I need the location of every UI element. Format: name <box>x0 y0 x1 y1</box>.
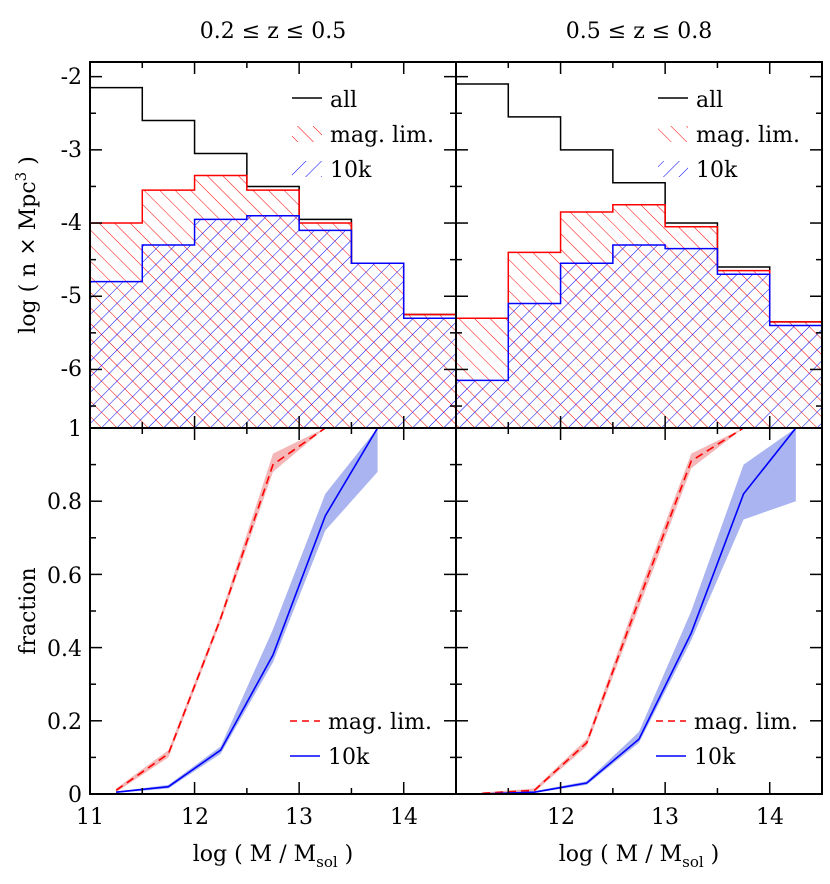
error-band-maglim <box>482 428 744 794</box>
x-axis-label-main: log ( M / M <box>559 842 682 867</box>
histogram-bar-10k <box>142 245 195 428</box>
histogram-bar-10k <box>612 245 666 428</box>
legend-swatch-10k <box>292 161 322 177</box>
xtick-label: 13 <box>651 805 679 830</box>
histogram-outline-10k <box>456 244 822 382</box>
fraction-line-maglim <box>482 428 744 794</box>
top-ytick-label: -2 <box>61 65 82 90</box>
histogram-bar-10k <box>560 263 613 428</box>
histogram-bar-10k <box>665 248 718 428</box>
top-ytick-label: -6 <box>61 357 82 382</box>
bottom-ytick-label: 0.4 <box>47 637 82 662</box>
histogram-panel-right <box>456 83 822 428</box>
x-axis-label-main: log ( M / M <box>193 842 316 867</box>
legend-label-10k: 10k <box>330 158 372 183</box>
error-band-maglim <box>116 428 326 793</box>
x-axis-label-end: ) <box>704 842 720 867</box>
top-ytick-label: -4 <box>61 211 82 236</box>
histogram-bar-10k <box>456 380 509 428</box>
histogram-bar-10k <box>246 215 300 428</box>
bottom-ytick-label: 0.6 <box>47 564 82 589</box>
xtick-label: 13 <box>285 805 313 830</box>
top-y-axis-label-sup: 3 <box>12 172 30 182</box>
xtick-label: 11 <box>76 805 104 830</box>
error-band-10k <box>482 428 796 794</box>
x-axis-label-end: ) <box>338 842 354 867</box>
legend-top-left: all mag. lim. 10k <box>292 88 434 183</box>
fraction-panel-left <box>115 428 379 793</box>
legend-label-all: all <box>696 88 723 113</box>
legend-bottom-right: mag. lim. 10k <box>656 710 798 770</box>
top-y-axis-label-end: ) <box>16 156 41 172</box>
top-ytick-label: -5 <box>61 284 82 309</box>
histogram-bar-10k <box>194 219 247 428</box>
legend-swatch-maglim <box>292 126 322 142</box>
legend-swatch-10k <box>658 161 688 177</box>
panel-title-left: 0.2 ≤ z ≤ 0.5 <box>200 19 346 44</box>
xtick-label: 14 <box>756 805 784 830</box>
axis-ticks <box>90 62 822 794</box>
x-axis-label-sub: sol <box>316 853 338 871</box>
histogram-bar-10k <box>508 303 561 428</box>
xtick-label: 14 <box>390 805 418 830</box>
bottom-ytick-label: 1 <box>68 417 82 442</box>
error-band-10k <box>116 428 378 793</box>
top-y-axis-label: log ( n × Mpc3 ) <box>12 156 41 334</box>
histogram-bar-10k <box>299 230 352 428</box>
histogram-bar-10k <box>769 325 822 428</box>
bottom-ytick-label: 0.8 <box>47 490 82 515</box>
histogram-panel-left <box>90 86 456 428</box>
fraction-line-10k <box>116 428 379 793</box>
fraction-panel-right <box>482 428 797 794</box>
xtick-label: 12 <box>181 805 209 830</box>
legend-swatch-maglim <box>658 126 688 142</box>
histogram-bar-10k <box>90 281 143 428</box>
histogram-outline-maglim <box>456 203 822 323</box>
legend-top-right: all mag. lim. 10k <box>658 88 800 183</box>
histogram-bar-10k <box>403 318 456 428</box>
bottom-ytick-label: 0.2 <box>47 710 82 735</box>
legend-label-10k: 10k <box>694 745 736 770</box>
bottom-y-axis-label: fraction <box>16 567 41 654</box>
histogram-outline-all <box>456 83 822 323</box>
legend-label-maglim: mag. lim. <box>328 710 432 735</box>
top-y-axis-label-main: log ( n × Mpc <box>16 181 41 333</box>
histogram-bar-10k <box>351 263 404 428</box>
legend-label-all: all <box>330 88 357 113</box>
fraction-line-maglim <box>115 428 326 791</box>
legend-label-10k: 10k <box>328 745 370 770</box>
legend-bottom-left: mag. lim. 10k <box>290 710 432 770</box>
histogram-outline-10k <box>90 214 456 319</box>
panel-title-right: 0.5 ≤ z ≤ 0.8 <box>566 19 712 44</box>
x-axis-label-sub: sol <box>682 853 704 871</box>
legend-label-maglim: mag. lim. <box>696 123 800 148</box>
fraction-line-10k <box>482 428 797 794</box>
xtick-label: 12 <box>547 805 575 830</box>
legend-label-maglim: mag. lim. <box>330 123 434 148</box>
histogram-bar-10k <box>717 274 770 428</box>
x-axis-label-right: log ( M / Msol ) <box>559 842 720 871</box>
x-axis-label-left: log ( M / Msol ) <box>193 842 354 871</box>
top-ytick-label: -3 <box>61 138 82 163</box>
legend-label-maglim: mag. lim. <box>694 710 798 735</box>
bottom-ytick-label: 0 <box>68 783 82 808</box>
legend-label-10k: 10k <box>696 158 738 183</box>
